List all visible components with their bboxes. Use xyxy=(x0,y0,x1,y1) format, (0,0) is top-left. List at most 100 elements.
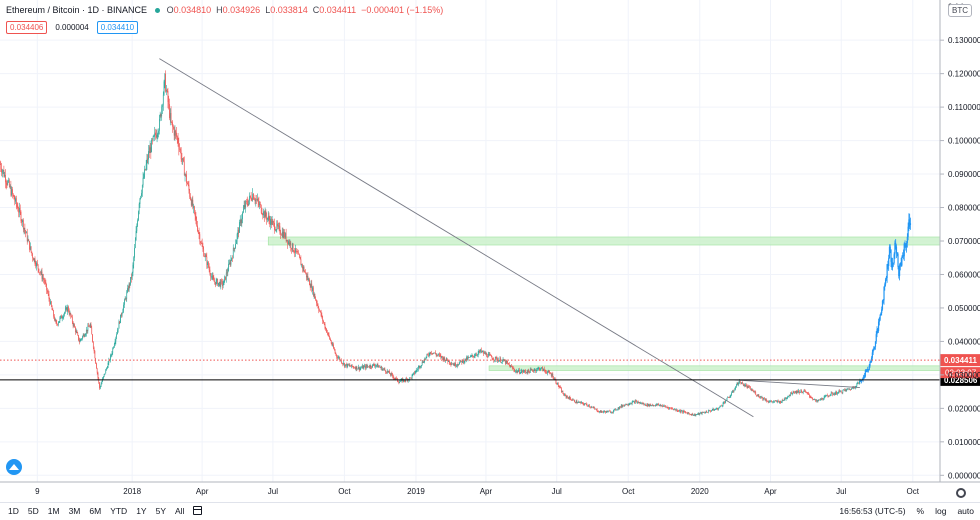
candle-body xyxy=(197,226,198,231)
candle-body xyxy=(107,368,108,369)
candle-body xyxy=(734,389,735,390)
clock-readout[interactable]: 16:56:53 (UTC-5) xyxy=(839,506,905,516)
candle-body xyxy=(674,409,675,410)
candle-body xyxy=(338,358,339,359)
currency-badge[interactable]: BTC xyxy=(948,4,972,17)
auto-scale-button[interactable]: auto xyxy=(957,506,974,516)
candle-body xyxy=(759,397,760,398)
range-1d-button[interactable]: 1D xyxy=(8,506,19,516)
range-6m-button[interactable]: 6M xyxy=(89,506,101,516)
candle-body xyxy=(728,397,729,398)
candle-body xyxy=(841,391,842,393)
candle-body xyxy=(857,383,858,385)
candle-body xyxy=(444,358,445,360)
range-5y-button[interactable]: 5Y xyxy=(156,506,166,516)
candle-body xyxy=(589,405,590,406)
candle-body xyxy=(136,231,137,240)
candle-body xyxy=(831,393,832,395)
candle-body xyxy=(364,366,365,368)
candle-body xyxy=(614,409,615,410)
percent-scale-button[interactable]: % xyxy=(917,506,925,516)
sell-button[interactable]: 0.034406 xyxy=(6,21,47,34)
candle-body xyxy=(493,359,494,360)
candle-body xyxy=(129,284,130,285)
range-ytd-button[interactable]: YTD xyxy=(110,506,127,516)
candle-body xyxy=(631,403,632,404)
candle-body xyxy=(223,285,224,286)
candle-body xyxy=(423,362,424,363)
calendar-icon[interactable] xyxy=(193,506,202,515)
price-axis[interactable]: 0.0000000.0100000.0200000.0300000.040000… xyxy=(940,0,980,482)
candle-body xyxy=(393,376,394,378)
candle-body xyxy=(458,365,459,366)
candle-body xyxy=(315,298,316,300)
candle-body xyxy=(67,308,68,312)
candle-body xyxy=(797,391,798,393)
log-scale-button[interactable]: log xyxy=(935,506,946,516)
candle-body xyxy=(625,405,626,406)
candle-body xyxy=(622,406,623,407)
range-3m-button[interactable]: 3M xyxy=(69,506,81,516)
candle-body xyxy=(224,280,225,285)
buy-button[interactable]: 0.034410 xyxy=(97,21,138,34)
candle-body xyxy=(81,339,82,340)
candle-body xyxy=(763,398,764,400)
candle-body xyxy=(179,149,180,150)
candle-body xyxy=(131,277,132,279)
candle-body xyxy=(178,138,179,143)
candle-body xyxy=(352,365,353,367)
candle-body xyxy=(309,279,310,285)
range-1y-button[interactable]: 1Y xyxy=(136,506,146,516)
tradingview-logo-icon[interactable] xyxy=(6,459,22,475)
candle-body xyxy=(542,368,543,371)
candle-body xyxy=(643,403,644,404)
range-5d-button[interactable]: 5D xyxy=(28,506,39,516)
candle-body xyxy=(643,403,644,404)
candle-body xyxy=(525,371,526,372)
candle-body xyxy=(310,285,311,287)
candle-body xyxy=(647,404,648,406)
candle-body xyxy=(206,255,207,256)
candle-body xyxy=(150,147,151,153)
candle-body xyxy=(216,280,217,284)
candle-body xyxy=(819,399,820,400)
candle-body xyxy=(524,370,525,371)
candle-body xyxy=(294,251,295,252)
candle-body xyxy=(52,306,53,310)
candle-body xyxy=(249,196,250,201)
candle-body xyxy=(269,220,270,225)
candle-body xyxy=(531,369,532,370)
candle-body xyxy=(366,365,367,368)
candle-body xyxy=(308,279,309,280)
candle-body xyxy=(528,370,529,372)
price-label: 0.034411 xyxy=(944,356,977,365)
candle-body xyxy=(318,304,319,307)
candle-body xyxy=(65,309,66,312)
candle-body xyxy=(778,401,779,402)
candle-body xyxy=(421,365,422,366)
candle-body xyxy=(56,320,57,323)
candle-body xyxy=(799,391,800,393)
range-1m-button[interactable]: 1M xyxy=(48,506,60,516)
candle-body xyxy=(539,368,540,370)
candle-body xyxy=(658,404,659,405)
candle-body xyxy=(681,411,682,412)
candle-body xyxy=(77,333,78,335)
candle-body xyxy=(751,389,752,390)
candle-body xyxy=(174,129,175,136)
candle-body xyxy=(771,401,772,402)
candle-body xyxy=(23,220,24,229)
candle-body xyxy=(53,310,54,316)
candle-body xyxy=(717,408,718,410)
candle-body xyxy=(724,402,725,403)
candle-body xyxy=(18,207,19,211)
range-all-button[interactable]: All xyxy=(175,506,184,516)
candle-body xyxy=(618,408,619,410)
gear-icon[interactable] xyxy=(956,488,966,498)
candle-body xyxy=(856,384,857,386)
candle-body xyxy=(428,355,429,356)
y-tick-label: 0.100000 xyxy=(948,137,980,146)
candle-body xyxy=(545,370,546,371)
